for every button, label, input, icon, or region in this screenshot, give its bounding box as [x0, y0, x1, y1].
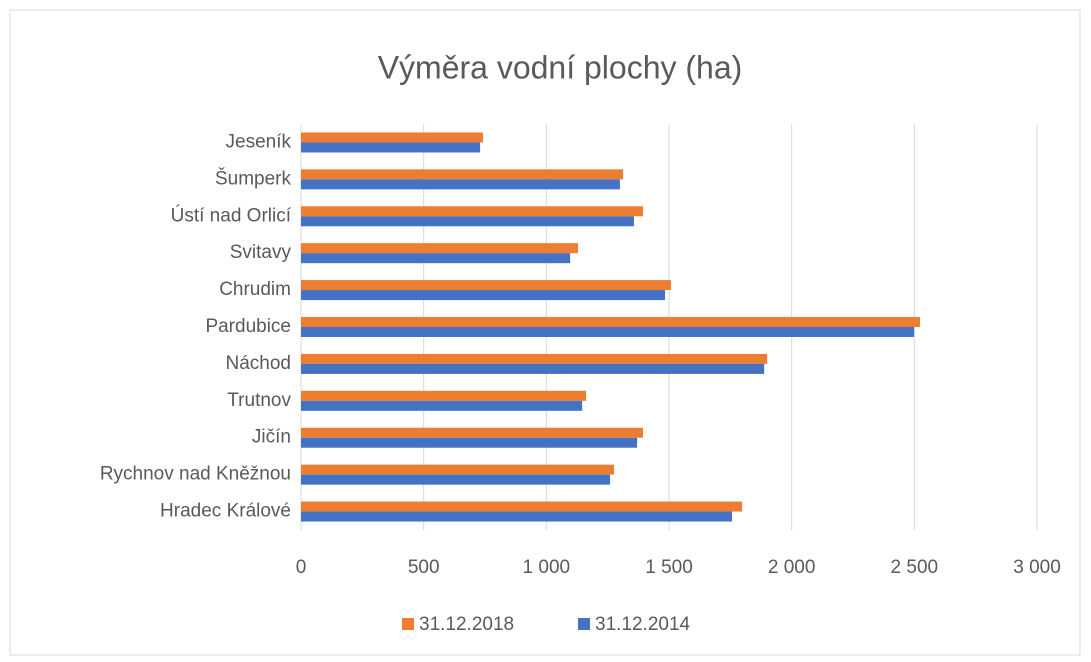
y-tick-label: Ústí nad Orlicí [171, 204, 292, 226]
bar [301, 216, 634, 227]
bar [301, 511, 733, 522]
bar [301, 132, 484, 143]
x-tick-label: 3 000 [1013, 557, 1061, 578]
legend-label: 31.12.2014 [595, 614, 691, 635]
bar [301, 400, 583, 411]
bar [301, 363, 765, 374]
bar [301, 474, 611, 485]
y-tick-label: Šumperk [215, 167, 292, 189]
bar [301, 142, 481, 153]
x-tick-label: 0 [296, 557, 307, 578]
bar [301, 390, 587, 401]
bar [301, 253, 571, 264]
y-tick-label: Jičín [252, 427, 291, 448]
bar [301, 437, 638, 448]
x-tick-label: 2 000 [768, 557, 816, 578]
y-tick-label: Pardubice [205, 316, 291, 337]
bar [301, 501, 743, 512]
bar [301, 427, 643, 438]
chart-title: Výměra vodní plochy (ha) [378, 49, 743, 85]
bar [301, 169, 624, 180]
x-tick-label: 500 [408, 557, 440, 578]
x-tick-label: 2 500 [891, 557, 939, 578]
bar [301, 290, 666, 301]
legend-label: 31.12.2018 [419, 614, 514, 635]
legend-swatch [578, 618, 590, 630]
y-tick-label: Náchod [226, 353, 292, 374]
y-tick-label: Chrudim [219, 279, 291, 300]
y-tick-label: Svitavy [230, 242, 292, 263]
x-tick-label: 1 000 [523, 557, 571, 578]
x-tick-label: 1 500 [645, 557, 693, 578]
bar [301, 353, 768, 364]
bar [301, 464, 615, 475]
bar [301, 243, 578, 254]
bar [301, 206, 643, 217]
legend-swatch [402, 618, 414, 630]
y-tick-label: Rychnov nad Kněžnou [100, 464, 291, 485]
y-tick-label: Jeseník [226, 131, 292, 152]
bar [301, 179, 620, 190]
bar [301, 327, 915, 337]
bar [301, 317, 920, 327]
y-tick-label: Trutnov [227, 390, 291, 411]
bar [301, 280, 671, 291]
y-tick-label: Hradec Králové [160, 501, 291, 522]
